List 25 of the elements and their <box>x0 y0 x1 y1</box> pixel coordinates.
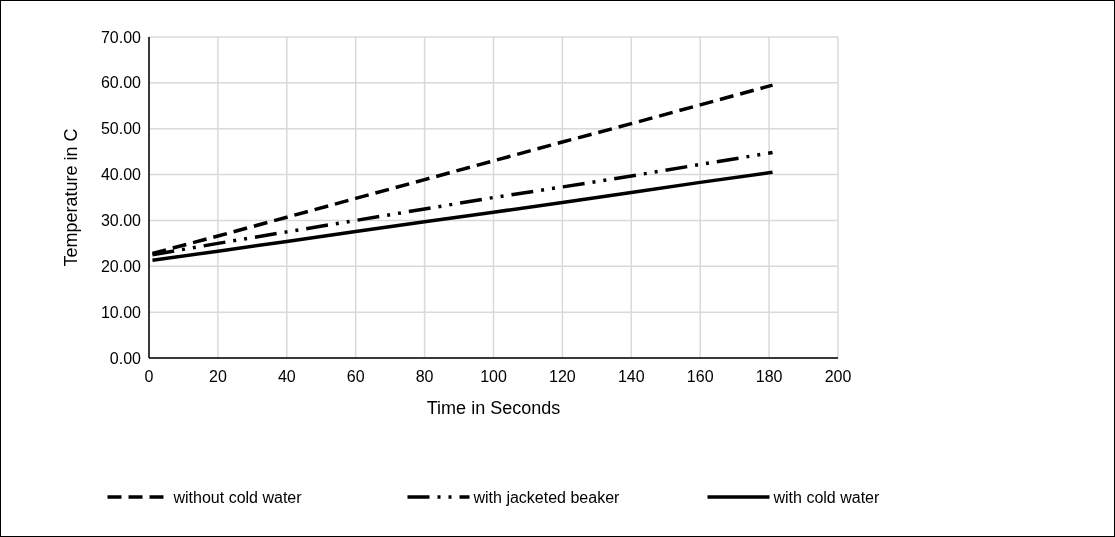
legend-label: with jacketed beaker <box>472 488 621 506</box>
y-tick-label: 70.00 <box>100 28 142 46</box>
y-tick-label: 60.00 <box>100 74 142 92</box>
x-tick-label: 40 <box>277 368 296 385</box>
y-tick-label: 30.00 <box>100 212 142 230</box>
x-tick-label: 120 <box>549 368 576 385</box>
x-tick-label: 80 <box>415 368 434 385</box>
y-tick-label: 40.00 <box>100 166 142 184</box>
x-tick-label: 0 <box>144 368 154 385</box>
x-tick-label: 180 <box>755 368 783 385</box>
legend-label: with cold water <box>772 488 880 506</box>
line-series <box>150 170 775 263</box>
x-tick-label: 20 <box>209 368 227 385</box>
y-tick-label: 20.00 <box>100 257 142 275</box>
x-tick-label: 140 <box>617 368 645 385</box>
x-tick-label: 60 <box>346 368 365 385</box>
y-tick-label: 50.00 <box>100 120 142 138</box>
x-axis-title: Time in Seconds <box>426 398 561 418</box>
x-tick-label: 100 <box>480 368 507 385</box>
y-axis-title: Temperature in C <box>61 128 81 267</box>
y-tick-label: 0.00 <box>109 349 142 367</box>
legend-label: without cold water <box>172 488 303 506</box>
y-tick-label: 10.00 <box>100 303 142 321</box>
x-tick-label: 200 <box>824 368 852 385</box>
x-tick-label: 160 <box>686 368 714 385</box>
